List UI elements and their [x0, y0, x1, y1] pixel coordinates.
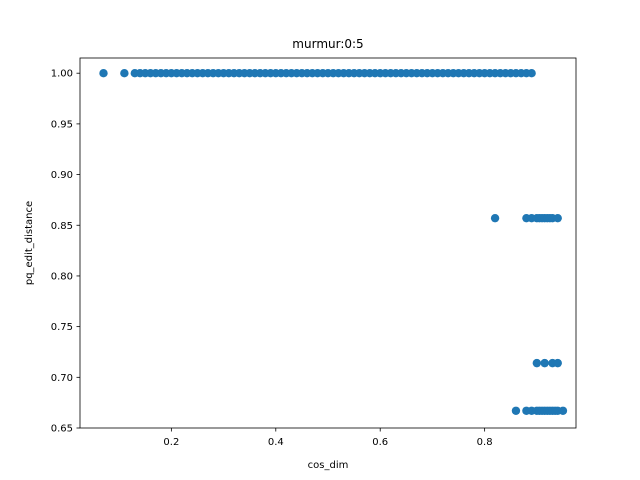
y-tick-label: 1.00 — [51, 69, 73, 80]
data-point — [511, 406, 521, 415]
data-point — [540, 358, 549, 368]
data-point — [558, 406, 568, 415]
y-axis-title: pq_edit_distance — [24, 201, 35, 285]
y-tick-label: 0.90 — [51, 170, 73, 181]
data-point — [99, 69, 108, 78]
y-tick-label: 0.95 — [51, 119, 73, 130]
y-axis-ticks: 0.65 0.70 0.75 0.80 0.85 0.90 0.95 1.00 — [51, 69, 80, 435]
y-tick-label: 0.75 — [51, 322, 73, 333]
y-tick-label: 0.65 — [51, 424, 73, 435]
y-tick-label: 0.70 — [51, 373, 73, 384]
points-layer — [99, 69, 568, 415]
data-point — [120, 69, 129, 78]
y-tick-label: 0.80 — [51, 271, 73, 282]
x-axis-ticks: 0.2 0.4 0.6 0.8 — [163, 428, 493, 448]
x-tick-label: 0.6 — [372, 437, 388, 448]
plot-frame — [79, 57, 577, 429]
x-tick-label: 0.4 — [268, 437, 284, 448]
chart-title: murmur:0:5 — [292, 37, 363, 51]
x-tick-label: 0.2 — [163, 437, 179, 448]
x-axis-title: cos_dim — [308, 460, 349, 471]
data-point — [553, 213, 562, 223]
data-point — [532, 358, 542, 368]
data-point — [527, 69, 536, 78]
data-point — [490, 213, 500, 223]
y-tick-label: 0.85 — [51, 221, 73, 232]
x-tick-label: 0.8 — [477, 437, 493, 448]
data-point — [553, 358, 562, 368]
